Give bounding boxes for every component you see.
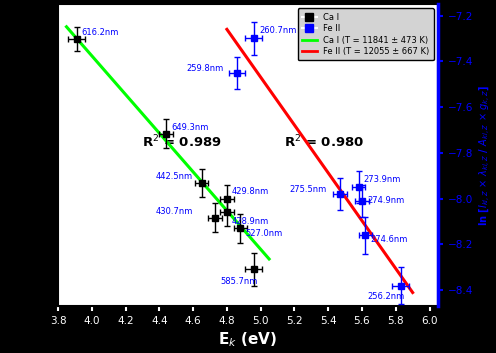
Text: 585.7nm: 585.7nm — [220, 277, 257, 286]
Text: R$^2$ = 0.980: R$^2$ = 0.980 — [284, 134, 365, 151]
X-axis label: E$_k$ (eV): E$_k$ (eV) — [218, 330, 278, 349]
Text: 442.5nm: 442.5nm — [156, 172, 193, 181]
Text: 275.5nm: 275.5nm — [289, 185, 327, 194]
Text: 256.2nm: 256.2nm — [367, 292, 404, 301]
Text: 260.7nm: 260.7nm — [259, 26, 296, 35]
Text: R$^2$ = 0.989: R$^2$ = 0.989 — [142, 134, 221, 151]
Text: 429.8nm: 429.8nm — [232, 187, 269, 196]
Text: 274.9nm: 274.9nm — [367, 196, 404, 205]
Text: 274.6nm: 274.6nm — [371, 235, 408, 244]
Text: 527.0nm: 527.0nm — [246, 229, 283, 238]
Y-axis label: ln [$I_{ki,Z}$ $\times$ $\lambda_{ki,Z}$ / $A_{ki,Z}$ $\times$ $g_{k,Z}$]: ln [$I_{ki,Z}$ $\times$ $\lambda_{ki,Z}$… — [477, 85, 492, 226]
Text: 430.7nm: 430.7nm — [156, 207, 193, 216]
Text: 428.9nm: 428.9nm — [232, 217, 269, 226]
Legend: Ca I, Fe II, Ca I (T = 11841 ± 473 K), Fe II (T = 12055 ± 667 K): Ca I, Fe II, Ca I (T = 11841 ± 473 K), F… — [298, 8, 434, 60]
Text: 273.9nm: 273.9nm — [364, 174, 401, 184]
Text: 259.8nm: 259.8nm — [186, 64, 224, 72]
Text: 616.2nm: 616.2nm — [82, 28, 119, 37]
Text: 649.3nm: 649.3nm — [171, 122, 208, 132]
Y-axis label: ln [$I_{ki,Z}$ $\times$ $\lambda_{ki,Z}$ / $A_{ki,Z}$ $\times$ $g_{k,Z}$]: ln [$I_{ki,Z}$ $\times$ $\lambda_{ki,Z}$… — [4, 85, 19, 226]
